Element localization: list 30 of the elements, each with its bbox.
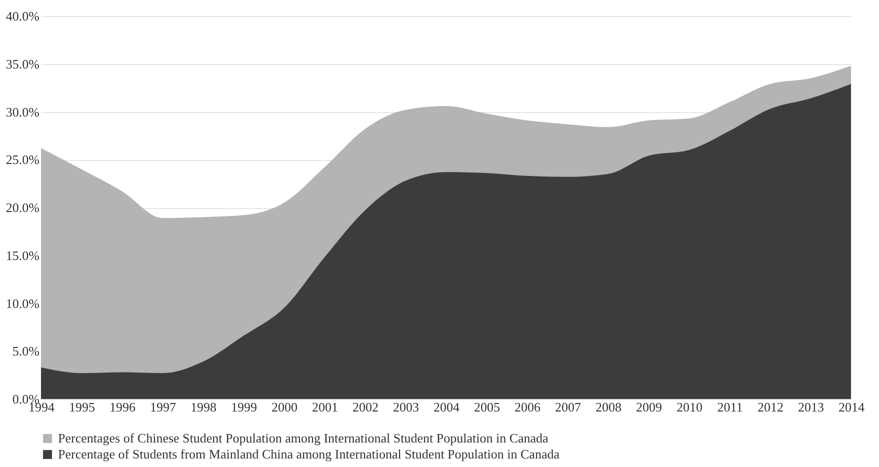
x-tick-label: 1995 [69, 400, 95, 414]
x-tick-label: 2009 [636, 400, 662, 414]
y-tick-label: 30.0% [6, 104, 40, 120]
x-tick-label: 2003 [393, 400, 419, 414]
legend-label: Percentages of Chinese Student Population among International Student Population in Canada [58, 430, 549, 446]
y-tick-label: 10.0% [6, 296, 40, 311]
x-tick-label: 1998 [190, 400, 216, 414]
x-tick-label: 2002 [352, 400, 378, 414]
legend-label: Percentage of Students from Mainland China among International Student Population in Canada [58, 446, 560, 462]
y-tick-label: 35.0% [6, 56, 40, 72]
x-tick-label: 2008 [596, 400, 622, 414]
x-tick-label: 2005 [474, 400, 500, 414]
x-tick-label: 2012 [758, 400, 784, 414]
x-tick-label: 1997 [150, 400, 176, 414]
x-tick-label: 2011 [717, 400, 743, 414]
x-tick-label: 2013 [798, 400, 824, 414]
x-tick-label: 2010 [676, 400, 702, 414]
x-tick-label: 2001 [312, 400, 338, 414]
y-tick-label: 15.0% [6, 248, 40, 263]
x-tick-label: 2014 [838, 400, 865, 414]
y-tick-label: 25.0% [6, 152, 40, 168]
x-tick-label: 2004 [434, 400, 460, 414]
x-tick-label: 1996 [110, 400, 136, 414]
x-tick-label: 1999 [231, 400, 257, 414]
x-tick-label: 2000 [272, 400, 298, 414]
x-tick-label: 2007 [555, 400, 582, 414]
y-tick-label: 5.0% [12, 344, 40, 359]
y-tick-label: 20.0% [6, 200, 40, 215]
y-tick-label: 40.0% [6, 8, 40, 24]
x-tick-label: 2006 [514, 400, 541, 414]
